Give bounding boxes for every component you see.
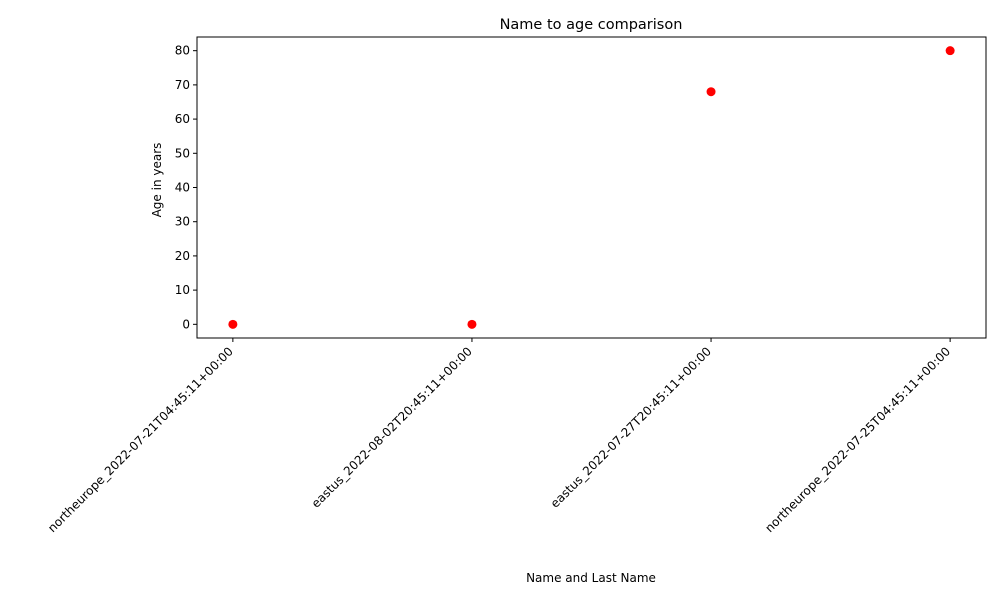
plot-area: 0 10 20 30 40 50 60 70 80 northeurope_2022-07-21T… [45, 36, 987, 535]
data-point [945, 46, 955, 56]
y-tick-label: 20 [175, 249, 190, 263]
chart-title: Name to age comparison [500, 17, 683, 33]
y-tick-label: 40 [175, 181, 190, 195]
x-tick-label: northeurope_2022-07-25T04:45:11+00:00 [762, 344, 953, 535]
data-point [706, 87, 716, 97]
x-tick-label: eastus_2022-08-02T20:45:11+00:00 [309, 344, 475, 510]
data-point [228, 319, 238, 329]
y-tick-label: 0 [182, 317, 190, 331]
y-tick-label: 10 [175, 283, 190, 297]
axes-frame [196, 36, 987, 339]
y-tick-label: 50 [175, 146, 190, 160]
y-axis-label: Age in years [150, 143, 164, 218]
y-tick-label: 70 [175, 78, 190, 92]
data-point [467, 319, 477, 329]
x-axis-label: Name and Last Name [526, 571, 656, 585]
y-tick-label: 30 [175, 215, 190, 229]
y-tick-label: 80 [175, 44, 190, 58]
x-tick-label: northeurope_2022-07-21T04:45:11+00:00 [45, 344, 236, 535]
y-tick-label: 60 [175, 112, 190, 126]
x-tick-label: eastus_2022-07-27T20:45:11+00:00 [548, 344, 714, 510]
